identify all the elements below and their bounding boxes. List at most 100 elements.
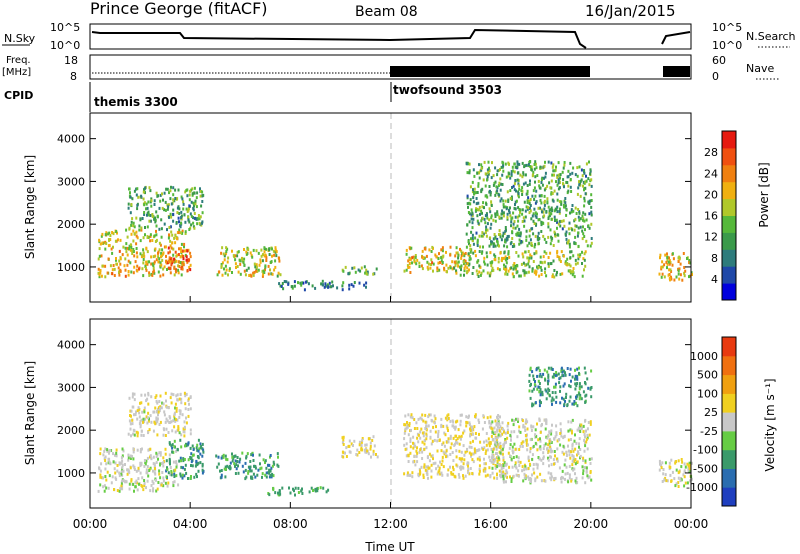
echo-cell bbox=[475, 202, 478, 206]
echo-cell bbox=[129, 191, 131, 195]
echo-cell bbox=[543, 203, 546, 207]
echo-cell bbox=[513, 188, 516, 192]
echo-cell bbox=[574, 217, 577, 221]
echo-cell bbox=[518, 187, 521, 191]
echo-cell bbox=[496, 476, 499, 480]
echo-cell bbox=[480, 209, 483, 213]
echo-cell bbox=[245, 454, 248, 458]
echo-cell bbox=[158, 227, 161, 231]
echo-cell bbox=[474, 414, 476, 418]
echo-cell bbox=[458, 435, 461, 439]
echo-cell bbox=[243, 269, 246, 273]
echo-cell bbox=[109, 234, 112, 237]
echo-cell bbox=[179, 456, 182, 460]
echo-cell bbox=[138, 267, 140, 271]
echo-cell bbox=[479, 273, 482, 277]
echo-cell bbox=[471, 272, 474, 275]
echo-cell bbox=[118, 461, 121, 465]
echo-cell bbox=[113, 267, 116, 271]
echo-cell bbox=[515, 189, 517, 193]
echo-cell bbox=[524, 181, 527, 185]
echo-cell bbox=[268, 463, 271, 467]
echo-cell bbox=[130, 203, 133, 206]
echo-cell bbox=[149, 447, 152, 451]
colorbar-segment bbox=[722, 147, 736, 166]
echo-cell bbox=[491, 466, 494, 470]
echo-cell bbox=[502, 456, 505, 460]
echo-cell bbox=[543, 368, 546, 372]
echo-cell bbox=[538, 390, 541, 394]
echo-cell bbox=[549, 228, 552, 232]
echo-cell bbox=[504, 472, 507, 476]
echo-cell bbox=[145, 207, 147, 211]
echo-cell bbox=[494, 436, 497, 440]
echo-cell bbox=[483, 262, 486, 266]
echo-cell bbox=[573, 241, 576, 245]
station-title: Prince George (fitACF) bbox=[90, 0, 268, 18]
echo-cell bbox=[129, 422, 132, 426]
echo-cell bbox=[450, 442, 453, 446]
echo-cell bbox=[509, 197, 512, 200]
echo-cell bbox=[690, 477, 693, 481]
echo-cell bbox=[424, 427, 427, 430]
echo-cell bbox=[452, 424, 455, 428]
echo-cell bbox=[107, 244, 110, 248]
echo-cell bbox=[328, 281, 331, 285]
echo-cell bbox=[529, 462, 531, 466]
echo-cell bbox=[369, 447, 372, 451]
echo-cell bbox=[271, 254, 273, 258]
echo-cell bbox=[529, 238, 532, 242]
echo-cell bbox=[293, 284, 296, 288]
echo-cell bbox=[404, 427, 407, 431]
echo-cell bbox=[234, 262, 237, 266]
echo-cell bbox=[423, 447, 426, 451]
echo-cell bbox=[476, 191, 479, 194]
echo-cell bbox=[193, 186, 196, 190]
echo-cell bbox=[421, 267, 424, 271]
echo-cell bbox=[486, 271, 489, 275]
echo-cell bbox=[135, 230, 138, 234]
echo-cell bbox=[406, 264, 409, 268]
echo-cell bbox=[442, 450, 445, 454]
echo-cell bbox=[137, 477, 140, 481]
echo-cell bbox=[666, 479, 669, 483]
echo-cell bbox=[164, 452, 167, 456]
echo-cell bbox=[519, 234, 522, 238]
echo-cell bbox=[428, 459, 431, 463]
echo-cell bbox=[165, 405, 168, 409]
echo-cell bbox=[417, 417, 420, 421]
echo-cell bbox=[562, 374, 565, 378]
echo-cell bbox=[408, 473, 411, 477]
echo-cell bbox=[549, 447, 552, 451]
y-tick-label: 2000 bbox=[57, 424, 85, 437]
echo-cell bbox=[510, 197, 513, 201]
echo-cell bbox=[122, 479, 125, 483]
echo-cell bbox=[158, 472, 161, 476]
echo-cell bbox=[366, 270, 369, 274]
echo-cell bbox=[180, 250, 183, 254]
echo-cell bbox=[178, 207, 181, 211]
echo-cell bbox=[104, 459, 107, 462]
echo-cell bbox=[262, 458, 265, 462]
echo-cell bbox=[481, 187, 484, 191]
echo-cell bbox=[479, 265, 482, 269]
echo-cell bbox=[551, 391, 554, 394]
echo-cell bbox=[548, 464, 550, 468]
echo-cell bbox=[525, 467, 528, 471]
echo-cell bbox=[127, 432, 130, 436]
echo-cell bbox=[472, 168, 475, 172]
echo-cell bbox=[231, 455, 234, 459]
velocity-ylabel: Slant Range [km] bbox=[23, 361, 37, 465]
echo-cell bbox=[375, 453, 377, 456]
echo-cell bbox=[162, 402, 165, 406]
echo-cell bbox=[116, 489, 119, 492]
echo-cell bbox=[690, 271, 693, 275]
echo-cell bbox=[471, 239, 474, 243]
echo-cell bbox=[573, 402, 575, 406]
echo-cell bbox=[494, 215, 497, 218]
echo-cell bbox=[668, 262, 671, 266]
echo-cell bbox=[141, 267, 144, 271]
echo-cell bbox=[139, 239, 142, 243]
echo-cell bbox=[153, 199, 156, 203]
echo-cell bbox=[168, 415, 171, 419]
